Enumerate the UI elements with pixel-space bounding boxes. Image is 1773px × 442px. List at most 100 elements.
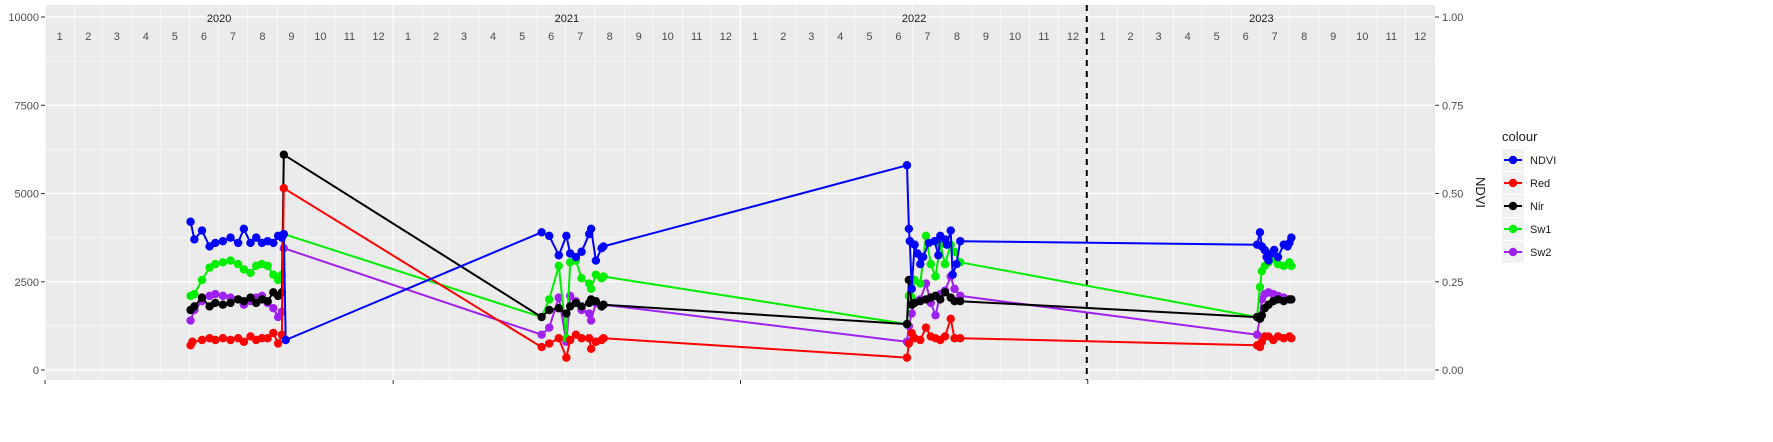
year-label: 2022 (902, 13, 926, 25)
data-point-ndvi (577, 247, 586, 256)
data-point-ndvi (211, 238, 220, 248)
data-point-sw1 (226, 256, 235, 265)
month-label: 12 (1414, 31, 1426, 43)
data-point-ndvi (918, 252, 928, 262)
data-point-sw1 (921, 231, 931, 241)
month-label: 6 (1243, 31, 1249, 43)
month-label: 5 (1214, 31, 1220, 43)
month-label: 7 (577, 31, 583, 43)
data-point-sw2 (269, 304, 278, 313)
legend-title: colour (1502, 129, 1538, 144)
right-axis-title: NDVI (1473, 177, 1488, 208)
data-point-red (599, 334, 608, 343)
data-point-sw1 (586, 284, 596, 294)
month-label: 9 (1330, 31, 1336, 43)
month-label: 4 (490, 31, 496, 43)
right-tick-label: 1.00 (1442, 12, 1463, 24)
month-label: 11 (344, 31, 355, 43)
month-label: 5 (866, 31, 872, 43)
data-point-nir (537, 312, 546, 322)
month-label: 5 (172, 31, 178, 43)
legend-label: Sw2 (1530, 247, 1551, 259)
data-point-nir (562, 309, 571, 318)
right-tick-label: 0.75 (1442, 100, 1463, 112)
month-label: 1 (1099, 31, 1105, 43)
left-tick-label: 10000 (8, 12, 39, 24)
data-point-ndvi (591, 256, 601, 265)
left-tick-label: 0 (33, 365, 39, 377)
data-point-ndvi (946, 226, 955, 235)
data-point-sw1 (197, 275, 207, 285)
left-tick-label: 2500 (15, 277, 39, 289)
data-point-sw1 (931, 272, 940, 281)
month-label: 7 (1272, 31, 1278, 43)
month-label: 9 (636, 31, 642, 43)
data-point-ndvi (239, 224, 249, 233)
month-label: 7 (924, 31, 930, 43)
data-point-red (904, 339, 914, 348)
data-point-red (562, 353, 571, 362)
data-point-nir (936, 295, 945, 304)
data-point-nir (211, 298, 220, 308)
month-label: 3 (114, 31, 120, 43)
month-label: 7 (230, 31, 236, 43)
data-point-sw2 (211, 289, 220, 299)
data-point-nir (226, 298, 235, 308)
month-label: 10 (1009, 31, 1021, 43)
month-label: 5 (519, 31, 525, 43)
month-label: 11 (1386, 31, 1397, 43)
month-label: 9 (288, 31, 294, 43)
left-tick-label: 5000 (15, 189, 39, 201)
series-ndvi (186, 161, 1296, 345)
data-point-ndvi (1273, 252, 1283, 262)
data-point-red (902, 353, 912, 362)
series-nir (186, 150, 1296, 329)
legend-item-sw1: Sw1 (1502, 218, 1551, 240)
month-label: 8 (607, 31, 613, 43)
data-point-ndvi (934, 251, 943, 260)
month-label: 4 (1185, 31, 1191, 43)
month-label: 10 (314, 31, 326, 43)
data-point-nir (263, 296, 272, 306)
data-point-ndvi (930, 236, 939, 246)
data-point-nir (591, 296, 601, 306)
data-point-sw1 (545, 295, 554, 304)
legend-item-red: Red (1502, 172, 1550, 194)
legend-label: Sw1 (1530, 224, 1551, 236)
month-label: 2 (433, 31, 439, 43)
month-label: 8 (954, 31, 960, 43)
data-point-nir (577, 302, 586, 311)
legend-key-point (1508, 247, 1518, 257)
legend-key-point (1508, 224, 1518, 234)
data-point-red (269, 328, 278, 338)
data-point-ndvi (952, 259, 961, 269)
month-label: 1 (752, 31, 758, 43)
data-point-sw1 (940, 259, 950, 269)
legend-item-nir: Nir (1502, 195, 1544, 217)
legend-label: Red (1530, 178, 1550, 190)
data-point-red (946, 314, 955, 324)
data-point-ndvi (252, 233, 261, 242)
data-point-sw2 (585, 309, 594, 318)
data-point-sw1 (926, 259, 935, 269)
left-tick-label: 7500 (15, 100, 39, 112)
data-point-sw2 (554, 293, 563, 302)
data-point-red (226, 335, 235, 345)
series-red (186, 184, 1296, 362)
data-point-ndvi (916, 259, 925, 269)
legend: colour NDVI Red Nir Sw1 Sw2 (1502, 129, 1556, 263)
data-point-ndvi (281, 335, 290, 345)
month-label: 2 (85, 31, 91, 43)
data-point-ndvi (1264, 256, 1273, 265)
left-y-axis: 0 2500 5000 7500 10000 (8, 12, 45, 377)
data-point-sw1 (211, 259, 220, 269)
data-point-red (554, 334, 563, 343)
data-point-sw2 (186, 316, 195, 325)
data-point-sw1 (1255, 282, 1265, 292)
data-point-ndvi (226, 233, 235, 242)
data-point-ndvi (956, 236, 965, 246)
data-point-nir (190, 302, 199, 311)
month-label: 9 (983, 31, 989, 43)
